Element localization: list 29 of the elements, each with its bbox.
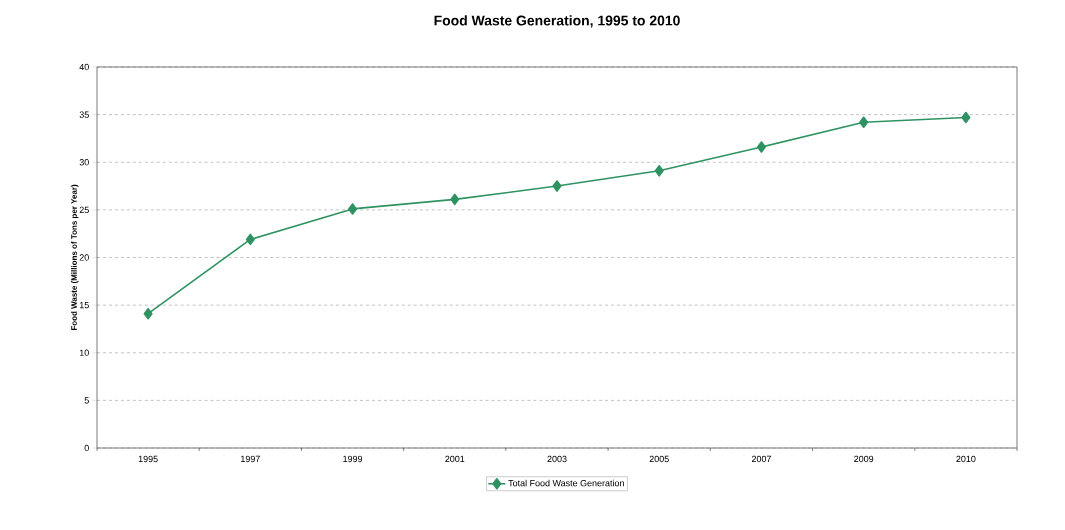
- x-tick-label: 1995: [138, 455, 158, 463]
- y-tick-label: 40: [79, 63, 89, 71]
- y-tick-label: 10: [79, 349, 89, 356]
- chart-title: Food Waste Generation, 1995 to 2010: [434, 15, 680, 28]
- y-tick-label: 5: [84, 397, 89, 404]
- point: [450, 193, 460, 206]
- y-tick-label: 30: [79, 159, 89, 166]
- point: [143, 307, 153, 320]
- y-tick-label: 15: [79, 301, 89, 309]
- x-tick-label: 2007: [751, 455, 771, 463]
- point: [859, 116, 869, 129]
- y-tick-label: 35: [79, 111, 89, 118]
- x-tick-label: 2001: [445, 455, 465, 463]
- point: [245, 233, 255, 246]
- x-tick-label: 2010: [956, 455, 976, 463]
- y-tick-label: 20: [79, 254, 89, 261]
- point: [552, 180, 562, 192]
- point: [654, 165, 664, 177]
- point: [756, 141, 766, 153]
- x-tick-label: 1997: [241, 455, 260, 463]
- x-tick-label: 2009: [854, 455, 874, 463]
- point: [961, 111, 971, 124]
- x-tick-label: 2003: [547, 455, 567, 463]
- point: [348, 203, 358, 215]
- y-tick-label: 0: [84, 444, 89, 452]
- y-tick-label: 25: [79, 206, 89, 214]
- x-tick-label: 1999: [343, 455, 363, 463]
- x-tick-label: 2005: [649, 455, 669, 463]
- legend-label: Total Food Waste Generation: [508, 479, 624, 487]
